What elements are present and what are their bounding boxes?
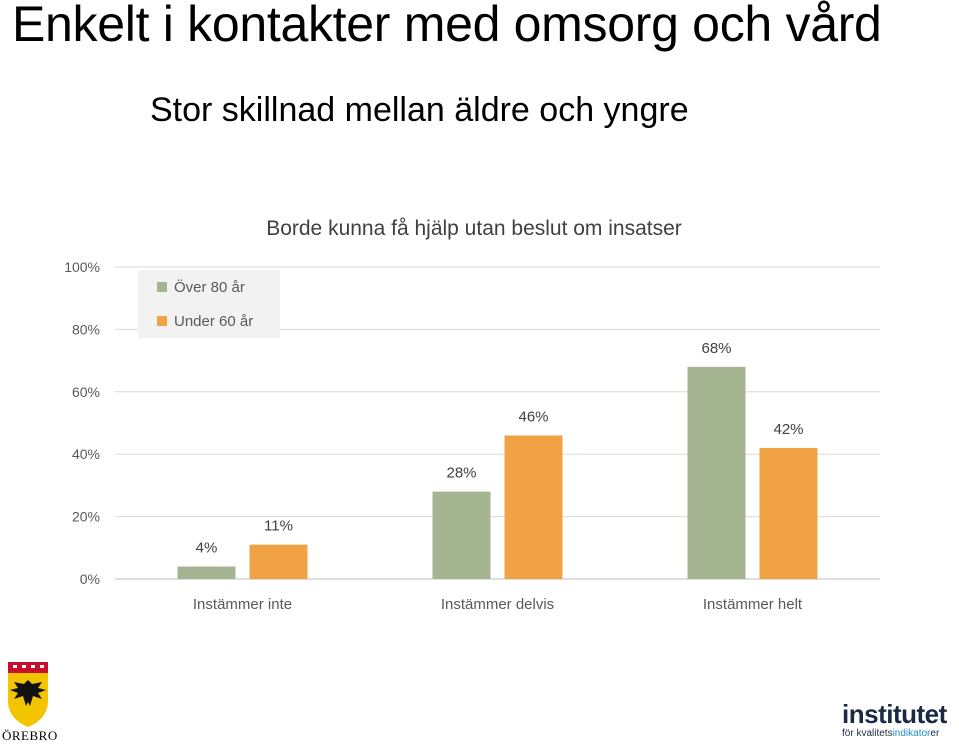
x-axis: Instämmer inte Instämmer delvis Instämmer … xyxy=(193,596,803,613)
bar xyxy=(504,435,563,579)
institutet-sub-b: indikator xyxy=(892,728,931,739)
slide-subtitle: Stor skillnad mellan äldre och yngre xyxy=(150,91,689,129)
bar xyxy=(759,447,818,579)
orebro-logo-text: ÖREBRO xyxy=(2,728,58,743)
bar xyxy=(687,366,746,579)
x-tick-label: Instämmer delvis xyxy=(441,596,554,613)
bar xyxy=(432,491,491,579)
bar-data-label: 42% xyxy=(773,421,803,438)
y-tick-label: 40% xyxy=(72,446,100,462)
legend-entry: Över 80 år xyxy=(174,278,245,296)
y-tick-label: 60% xyxy=(72,384,100,400)
institutet-sub-a: för kvalitets xyxy=(842,728,893,739)
y-tick-label: 0% xyxy=(80,571,100,587)
bar-data-label: 68% xyxy=(701,340,731,357)
institutet-sub-c: er xyxy=(930,728,940,739)
y-axis: 0% 20% 40% 60% 80% 100% xyxy=(64,259,100,587)
bar-data-label: 4% xyxy=(196,540,218,557)
legend-swatch xyxy=(157,282,167,292)
bar-data-label: 28% xyxy=(446,465,476,482)
institutet-logo-subtitle: för kvalitetsindikatorer xyxy=(842,728,939,740)
slide-title: Enkelt i kontakter med omsorg och vård xyxy=(12,0,882,52)
institutet-logo-word: institutet xyxy=(842,699,947,729)
bar-data-label: 46% xyxy=(518,408,548,425)
orebro-crest-icon xyxy=(8,662,48,727)
legend-background xyxy=(138,270,280,338)
chart-title: Borde kunna få hjälp utan beslut om insa… xyxy=(266,217,682,240)
bar xyxy=(249,544,308,579)
y-tick-label: 100% xyxy=(64,259,100,275)
bar-data-label: 11% xyxy=(264,518,293,535)
chart-legend: Över 80 år Under 60 år xyxy=(138,270,280,338)
legend-swatch xyxy=(157,316,167,326)
chart-bars: 4% 11% 28% 46% 68% 42% xyxy=(177,340,818,579)
bar xyxy=(177,566,236,579)
y-tick-label: 20% xyxy=(72,509,100,525)
x-tick-label: Instämmer helt xyxy=(703,596,803,613)
y-tick-label: 80% xyxy=(72,321,100,337)
x-tick-label: Instämmer inte xyxy=(193,596,292,613)
legend-entry: Under 60 år xyxy=(174,313,253,330)
